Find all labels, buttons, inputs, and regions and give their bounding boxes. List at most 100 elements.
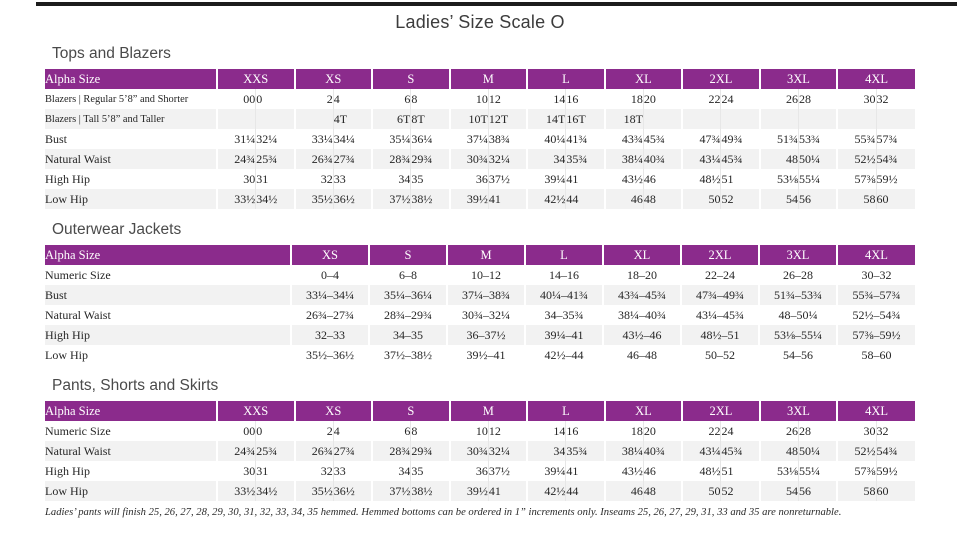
- cell: 16: [565, 89, 605, 109]
- cell: 6: [371, 89, 411, 109]
- cell: 6–8: [368, 265, 447, 285]
- cell: 57¾: [875, 129, 915, 149]
- cell: 34½: [255, 189, 295, 209]
- header-group-xs: XS: [293, 69, 373, 89]
- cell: 26¾: [293, 441, 334, 461]
- row-label: Low Hip: [45, 481, 217, 501]
- cell: 6T: [371, 109, 411, 129]
- cell: 25¾: [255, 149, 295, 169]
- header-group-l: L: [524, 245, 603, 265]
- cell: 28¾–29¾: [368, 305, 447, 325]
- cell: 37½: [487, 461, 528, 481]
- header-group-2xl: 2XL: [681, 69, 760, 89]
- cell: 22–24: [680, 265, 759, 285]
- cell: 34½: [255, 481, 295, 501]
- cell: 33¼–34¼: [290, 285, 369, 305]
- cell: 34: [526, 441, 566, 461]
- header-alpha-size-label: Alpha Size: [45, 69, 217, 89]
- size-table-pants-shorts-and-skirts: Alpha Size XXS XS S M L XL 2XL 3XL 4XL Numeric Siz…: [45, 401, 915, 501]
- cell: 37½: [371, 189, 411, 209]
- cell: 40¾: [642, 149, 683, 169]
- cell: 35¼: [371, 129, 411, 149]
- row-label: Natural Waist: [45, 441, 217, 461]
- table-header-row: Alpha Size XXS XS S M L XL 2XL 3XL 4XL: [45, 69, 915, 89]
- cell: 43½: [603, 169, 644, 189]
- cell: 37½: [371, 481, 411, 501]
- table-row-bust: Bust 31¼ 32¼ 33¼ 34¼ 35¼ 36¼ 37¼ 38¾ 40¼ 41¾ 43¾ 45¾…: [45, 129, 915, 149]
- cell: 33¼: [293, 129, 334, 149]
- cell: [758, 109, 799, 129]
- cell: 27¾: [332, 149, 373, 169]
- cell: 4T: [332, 109, 373, 129]
- cell: 14: [526, 421, 566, 441]
- header-group-xl: XL: [603, 69, 683, 89]
- size-table-outerwear-jackets: Alpha Size XS S M L XL 2XL 3XL 4XL Numeric Size 0–…: [45, 245, 915, 365]
- cell: [875, 109, 915, 129]
- cell: 51: [720, 461, 760, 481]
- cell: 32: [875, 89, 915, 109]
- header-group-s: S: [371, 69, 450, 89]
- cell: 26¾–27¾: [290, 305, 369, 325]
- cell: 59½: [875, 461, 915, 481]
- cell: 4: [332, 89, 373, 109]
- cell: 8T: [410, 109, 450, 129]
- table-row-high-hip: High Hip 30 31 32 33 34 35 36 37½ 39¼ 41 43½ 46 48½ 51…: [45, 169, 915, 189]
- cell: 46: [642, 461, 683, 481]
- cell: 58: [836, 481, 877, 501]
- cell: 26: [758, 89, 799, 109]
- cell: 45¾: [720, 441, 760, 461]
- cell: 35: [410, 169, 450, 189]
- cell: 24¾: [216, 149, 256, 169]
- page: Ladies’ Size Scale O Tops and Blazers Alp…: [36, 2, 957, 518]
- cell: 30: [836, 421, 877, 441]
- cell: 35¼–36¼: [368, 285, 447, 305]
- cell: 14T: [526, 109, 566, 129]
- cell: 38¼–40¾: [602, 305, 681, 325]
- cell: 33: [332, 169, 373, 189]
- size-table-tops-and-blazers: Alpha Size XXS XS S M L XL 2XL 3XL 4XL Blazers | R…: [45, 69, 915, 209]
- cell: 48–50¼: [758, 305, 837, 325]
- cell: 18: [603, 89, 644, 109]
- page-title: Ladies’ Size Scale O: [395, 12, 565, 32]
- cell: [681, 109, 721, 129]
- cell: 43¾–45¾: [602, 285, 681, 305]
- cell: 37¼–38¾: [446, 285, 525, 305]
- cell: 32–33: [290, 325, 369, 345]
- cell: 31¼: [216, 129, 256, 149]
- cell: 43¼: [681, 441, 721, 461]
- row-label: Blazers | Regular 5’8” and Shorter: [45, 93, 189, 105]
- cell: 34: [526, 149, 566, 169]
- header-group-s: S: [368, 245, 447, 265]
- cell: 39½: [448, 481, 489, 501]
- cell: 18–20: [602, 265, 681, 285]
- cell: 30: [216, 169, 256, 189]
- cell: 10–12: [446, 265, 525, 285]
- cell: 48½: [681, 461, 721, 481]
- header-group-xxs: XXS: [216, 69, 295, 89]
- cell: 2: [293, 89, 334, 109]
- cell: 32: [293, 169, 334, 189]
- header-group-s: S: [371, 401, 450, 421]
- cell: 26: [758, 421, 799, 441]
- table-row-high-hip: High Hip 32–33 34–35 36–37½ 39¼–41 43½–46 48½–…: [45, 325, 915, 345]
- cell: 40¼: [526, 129, 566, 149]
- cell: 43¼: [681, 149, 721, 169]
- cell: 41: [565, 169, 605, 189]
- cell: [720, 109, 760, 129]
- cell: 30: [836, 89, 877, 109]
- table-row-low-hip: Low Hip 33½ 34½ 35½ 36½ 37½ 38½ 39½ 41 42½ 44 46 48 5…: [45, 189, 915, 209]
- cell: [216, 109, 256, 129]
- row-label: Low Hip: [45, 347, 88, 362]
- cell: 41: [487, 189, 528, 209]
- cell: 39½–41: [446, 345, 525, 365]
- cell: 36: [448, 169, 489, 189]
- cell: 26–28: [758, 265, 837, 285]
- cell: 33½: [216, 189, 256, 209]
- cell: 53¾: [797, 129, 838, 149]
- cell: 39½: [448, 189, 489, 209]
- cell: 35½: [293, 189, 334, 209]
- cell: 22: [681, 421, 721, 441]
- cell: 53⅛: [758, 461, 799, 481]
- cell: 28: [797, 89, 838, 109]
- row-label: Natural Waist: [45, 307, 111, 322]
